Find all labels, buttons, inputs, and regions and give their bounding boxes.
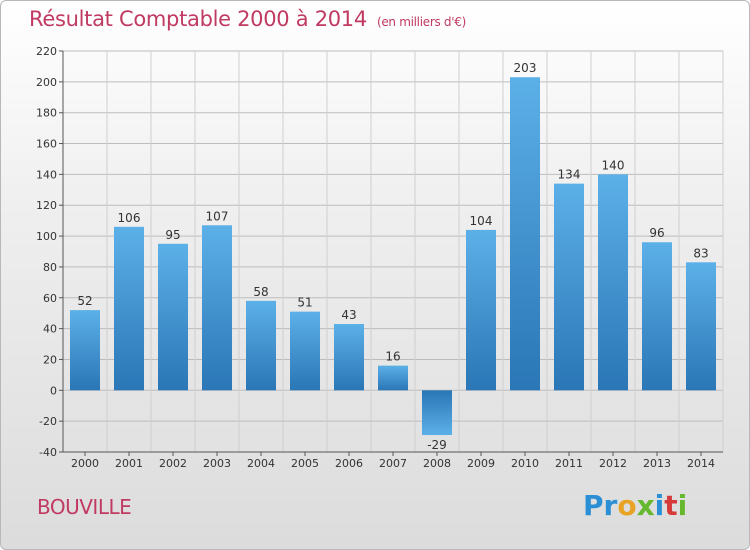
y-tick-label: 80 bbox=[43, 261, 57, 274]
axes: -40 -20 0 20 40 60 80 100 120 140 160 180 200 220 2000… bbox=[36, 45, 723, 470]
bar-2006 bbox=[334, 323, 364, 391]
data-label: 107 bbox=[206, 209, 229, 223]
x-tick-label: 2008 bbox=[423, 457, 451, 470]
x-tick-label: 2013 bbox=[643, 457, 671, 470]
bar-2011 bbox=[554, 183, 584, 391]
bar-2013 bbox=[642, 242, 672, 391]
data-label: 16 bbox=[385, 350, 400, 364]
y-tick-label: 120 bbox=[36, 199, 57, 212]
data-label: -29 bbox=[427, 438, 447, 452]
x-tick-label: 2005 bbox=[291, 457, 319, 470]
x-tick-label: 2011 bbox=[555, 457, 583, 470]
y-tick-label: 140 bbox=[36, 168, 57, 181]
chart-subtitle: (en milliers d'€) bbox=[376, 15, 466, 29]
bar-2010 bbox=[510, 77, 540, 391]
bar-2004 bbox=[246, 300, 276, 391]
data-label: 58 bbox=[253, 285, 268, 299]
bar-2007 bbox=[378, 365, 408, 391]
data-label: 96 bbox=[649, 226, 664, 240]
data-label: 83 bbox=[693, 246, 708, 260]
bar-2008 bbox=[422, 390, 452, 436]
x-tick-label: 2003 bbox=[203, 457, 231, 470]
y-tick-label: 20 bbox=[43, 353, 57, 366]
y-tick-label: 40 bbox=[43, 323, 57, 336]
data-label: 203 bbox=[514, 61, 537, 75]
bar-2009 bbox=[466, 229, 496, 391]
x-tick-label: 2006 bbox=[335, 457, 363, 470]
bar-2012 bbox=[598, 174, 628, 391]
town-name: BOUVILLE bbox=[37, 495, 132, 519]
y-tick-label: 160 bbox=[36, 138, 57, 151]
bar-2005 bbox=[290, 311, 320, 391]
x-tick-label: 2000 bbox=[71, 457, 99, 470]
y-tick-label: 0 bbox=[50, 384, 57, 397]
bar-2003 bbox=[202, 225, 232, 391]
data-label: 134 bbox=[558, 168, 581, 182]
data-label: 95 bbox=[165, 228, 180, 242]
x-tick-label: 2014 bbox=[687, 457, 715, 470]
data-label: 104 bbox=[470, 214, 493, 228]
data-label: 52 bbox=[77, 294, 92, 308]
data-label: 43 bbox=[341, 308, 356, 322]
x-tick-label: 2004 bbox=[247, 457, 275, 470]
y-tick-label: -40 bbox=[39, 446, 57, 459]
proxiti-logo: Proxiti bbox=[583, 489, 688, 522]
x-tick-label: 2007 bbox=[379, 457, 407, 470]
chart-title: Résultat Comptable 2000 à 2014 (en millie… bbox=[29, 7, 466, 31]
x-tick-label: 2002 bbox=[159, 457, 187, 470]
x-tick-label: 2001 bbox=[115, 457, 143, 470]
y-tick-label: 200 bbox=[36, 76, 57, 89]
x-tick-label: 2012 bbox=[599, 457, 627, 470]
bar-2001 bbox=[114, 226, 144, 391]
x-tick-label: 2009 bbox=[467, 457, 495, 470]
x-tick-label: 2010 bbox=[511, 457, 539, 470]
y-tick-label: 220 bbox=[36, 45, 57, 58]
title-text: Résultat Comptable 2000 à 2014 bbox=[29, 7, 367, 31]
bars: 52 106 95 107 58 51 43 16 -29 104 203 134 140 96 83 bbox=[70, 61, 716, 452]
bar-2002 bbox=[158, 243, 188, 391]
bar-2014 bbox=[686, 262, 716, 391]
data-label: 51 bbox=[297, 296, 312, 310]
y-tick-label: -20 bbox=[39, 415, 57, 428]
y-tick-label: 180 bbox=[36, 107, 57, 120]
bar-2000 bbox=[70, 310, 100, 391]
y-tick-label: 60 bbox=[43, 292, 57, 305]
data-label: 140 bbox=[602, 158, 625, 172]
y-tick-label: 100 bbox=[36, 230, 57, 243]
data-label: 106 bbox=[118, 211, 141, 225]
